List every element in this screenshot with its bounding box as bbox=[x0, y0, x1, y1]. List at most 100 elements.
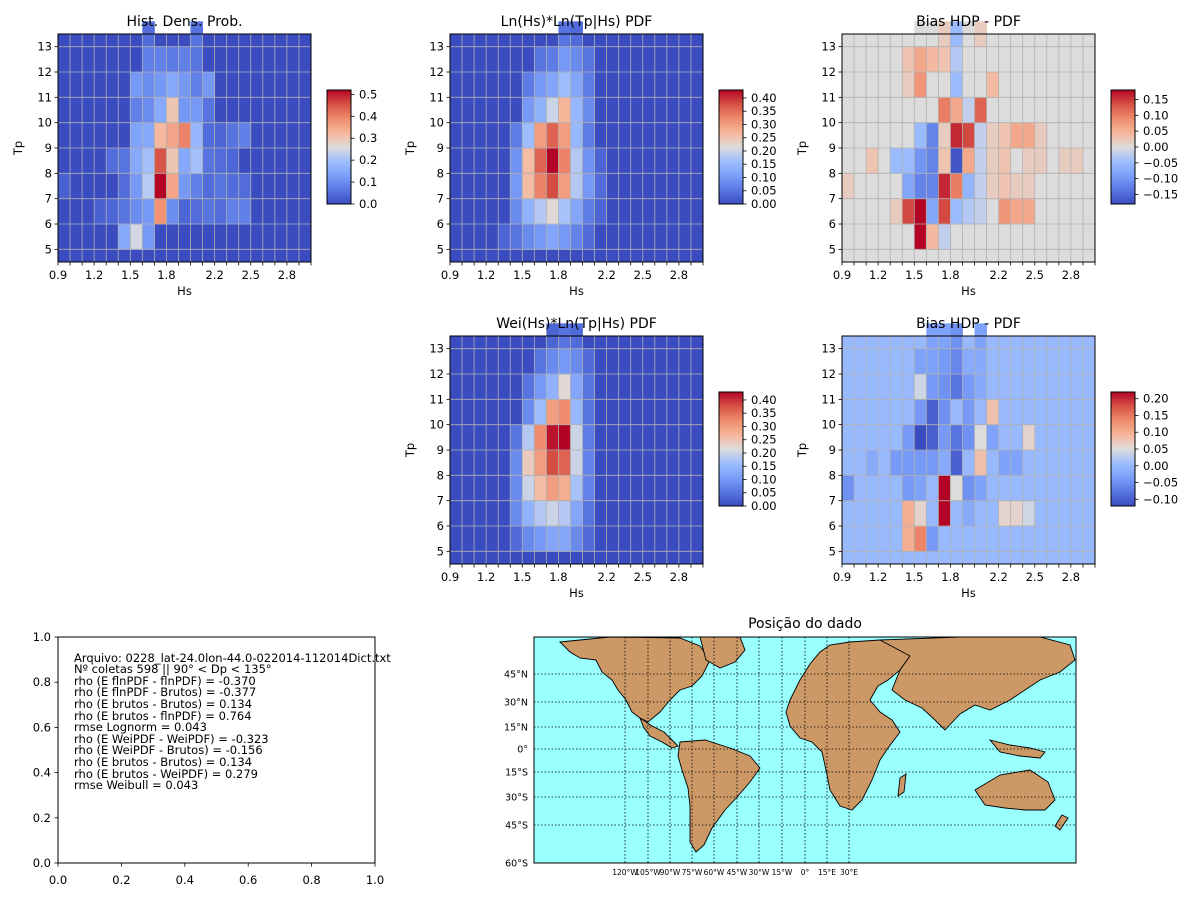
heatmap-cell bbox=[214, 148, 228, 174]
heatmap-cell bbox=[926, 475, 939, 502]
info-axes: 0.0 0.2 0.4 0.6 0.8 1.0 0.0 0.2 0.4 0.6 0.8 1.0 bbox=[33, 630, 384, 887]
heatmap-cell bbox=[938, 399, 951, 426]
colorbar-tick-label: 0.30 bbox=[751, 117, 777, 131]
x-tick-label: 2.5 bbox=[242, 268, 260, 282]
map-lon-label: 75°W bbox=[682, 868, 703, 877]
heatmap-cell bbox=[522, 122, 535, 149]
heatmap-cell bbox=[938, 500, 951, 527]
map-lon-label: 30°E bbox=[840, 868, 858, 877]
heatmap-cell bbox=[178, 72, 191, 98]
heatmap-cell bbox=[166, 97, 179, 124]
heatmap-cell bbox=[1022, 500, 1036, 527]
heatmap-cell bbox=[546, 198, 559, 225]
y-tick-label: 13 bbox=[821, 342, 836, 356]
y-tick-label: 5 bbox=[437, 544, 444, 558]
heatmap-cell bbox=[546, 224, 559, 250]
heatmap-cell bbox=[926, 72, 939, 98]
heatmap-cell bbox=[166, 173, 179, 200]
heatmap-title: Hist. Dens. Prob. bbox=[126, 14, 242, 30]
y-tick-label: 7 bbox=[829, 192, 836, 206]
x-tick-label: 0.9 bbox=[49, 268, 67, 282]
y-tick-label: 10 bbox=[429, 418, 444, 432]
info-x-tick-label: 0.6 bbox=[239, 873, 257, 887]
colorbar-tick-label: 0.05 bbox=[751, 184, 777, 198]
y-tick-label: 6 bbox=[829, 519, 836, 533]
heatmap-cell bbox=[178, 198, 191, 225]
x-tick-label: 1.2 bbox=[477, 268, 495, 282]
heatmap-cell bbox=[974, 475, 987, 502]
y-tick-label: 8 bbox=[437, 166, 444, 180]
heatmap-cell bbox=[570, 424, 583, 451]
heatmap-cell bbox=[1010, 424, 1024, 451]
x-tick-label: 2.2 bbox=[989, 268, 1007, 282]
heatmap-cell bbox=[570, 97, 583, 124]
heatmap-cell bbox=[178, 97, 191, 124]
heatmap-cell bbox=[1022, 450, 1036, 476]
heatmap-cell bbox=[570, 173, 583, 200]
heatmap-cell bbox=[914, 122, 927, 149]
heatmap-cell bbox=[154, 148, 167, 174]
x-axis-label: Hs bbox=[177, 284, 192, 298]
heatmap-cell bbox=[226, 148, 240, 174]
heatmap-cell bbox=[938, 148, 951, 174]
heatmap-cell bbox=[558, 374, 571, 400]
map-lat-label: 45°N bbox=[504, 670, 528, 681]
heatmap-cell bbox=[1022, 122, 1036, 149]
colorbar-tick-label: 0.05 bbox=[1143, 442, 1169, 456]
heatmap-cell bbox=[130, 224, 143, 250]
heatmap-cell bbox=[558, 500, 571, 527]
x-tick-label: 2.5 bbox=[1026, 570, 1044, 584]
info-line-rmse-lognorm: rmse Lognorm = 0.043 bbox=[74, 720, 207, 735]
heatmap-cell bbox=[510, 424, 523, 451]
heatmap-cell bbox=[142, 97, 155, 124]
colorbar-tick-label: −0.05 bbox=[1143, 476, 1178, 490]
info-x-tick-label: 0.4 bbox=[176, 873, 194, 887]
x-axis-label: Hs bbox=[569, 586, 584, 600]
heatmap-cell bbox=[974, 374, 987, 400]
y-tick-label: 8 bbox=[829, 166, 836, 180]
heatmap-cell bbox=[962, 500, 975, 527]
y-tick-label: 7 bbox=[45, 192, 52, 206]
heatmap-cell bbox=[962, 198, 975, 225]
heatmap-cell bbox=[1058, 148, 1072, 174]
heatmap-cell bbox=[1010, 148, 1024, 174]
colorbar-tick-label: 0.25 bbox=[751, 131, 777, 145]
heatmap-cell bbox=[582, 450, 595, 476]
heatmap-cell bbox=[142, 122, 155, 149]
y-tick-label: 8 bbox=[45, 166, 52, 180]
heatmap-cell bbox=[962, 97, 975, 124]
y-tick-label: 7 bbox=[437, 192, 444, 206]
y-tick-label: 11 bbox=[37, 90, 52, 104]
map-lon-label: 30°W bbox=[749, 868, 770, 877]
heatmap-cell bbox=[238, 198, 252, 225]
heatmap-cell bbox=[938, 72, 951, 98]
colorbar-tick-label: 0.15 bbox=[1143, 93, 1169, 107]
heatmap-cell bbox=[226, 122, 240, 149]
heatmap-cell bbox=[938, 173, 951, 200]
heatmap-cell bbox=[570, 348, 583, 375]
y-tick-label: 5 bbox=[437, 242, 444, 256]
south-america-landmass bbox=[677, 739, 761, 853]
x-tick-label: 0.9 bbox=[441, 570, 459, 584]
heatmap-cell bbox=[202, 97, 216, 124]
colorbar bbox=[718, 391, 744, 507]
map-panel: Posição do dado 45°N30°N15°N0°15°S30°S45… bbox=[504, 616, 1077, 877]
y-tick-label: 11 bbox=[429, 90, 444, 104]
y-axis-label: Tp bbox=[403, 443, 417, 458]
heatmap-cell bbox=[558, 475, 571, 502]
heatmap-cell bbox=[142, 224, 155, 250]
heatmap-cell bbox=[1010, 198, 1024, 225]
colorbar-tick-label: 0.00 bbox=[751, 499, 777, 513]
x-tick-label: 2.8 bbox=[1062, 570, 1080, 584]
colorbar-tick-label: −0.05 bbox=[1143, 156, 1178, 170]
heatmap-cell bbox=[534, 450, 547, 476]
heatmap-cell bbox=[570, 224, 583, 250]
heatmap-cell bbox=[582, 72, 595, 98]
colorbar bbox=[1110, 391, 1136, 507]
heatmap-cell bbox=[534, 173, 547, 200]
heatmap-cell bbox=[558, 450, 571, 476]
heatmap-cell bbox=[558, 122, 571, 149]
y-tick-label: 12 bbox=[821, 367, 836, 381]
heatmap-cell bbox=[142, 72, 155, 98]
heatmap-cell bbox=[130, 97, 143, 124]
